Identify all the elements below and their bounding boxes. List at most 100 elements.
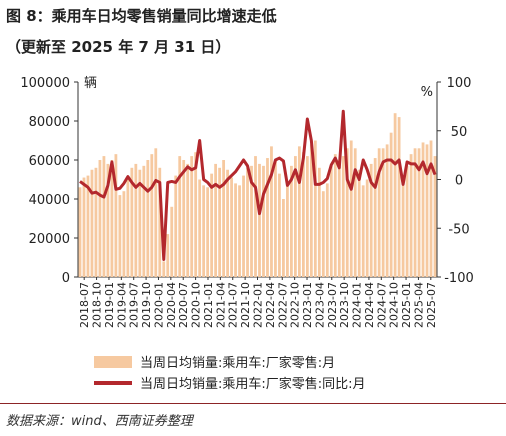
bar-mark	[250, 165, 253, 277]
bar-mark	[178, 156, 182, 277]
bar-mark	[194, 152, 198, 277]
x-tick-label: 2022-04	[264, 282, 277, 328]
bar-mark	[349, 140, 353, 277]
x-tick-label: 2025-01	[400, 282, 413, 328]
left-tick-label: 80000	[29, 115, 70, 130]
footer-rule	[0, 403, 506, 404]
x-tick-label: 2022-01	[252, 282, 265, 328]
bar-mark	[146, 160, 150, 277]
bar-mark	[290, 165, 293, 277]
bar-mark	[369, 163, 373, 277]
bar-mark	[162, 261, 166, 277]
x-tick-label: 2020-01	[152, 282, 165, 328]
x-tick-label: 2025-07	[425, 282, 438, 328]
x-tick-label: 2021-01	[202, 282, 215, 328]
bar-mark	[174, 175, 178, 277]
bar-mark	[429, 140, 433, 277]
bar-mark	[325, 183, 329, 277]
bar-mark	[294, 156, 297, 277]
x-tick-label: 2023-01	[301, 282, 314, 328]
x-tick-label: 2023-07	[326, 282, 339, 328]
bar-mark	[317, 167, 321, 277]
x-tick-label: 2020-04	[165, 282, 178, 328]
bar-mark	[266, 158, 269, 277]
x-tick-label: 2021-04	[214, 282, 227, 328]
x-tick-label: 2019-07	[128, 282, 141, 328]
bar-mark	[198, 179, 202, 277]
right-tick-label: 0	[455, 174, 463, 189]
x-tick-label: 2023-04	[313, 282, 326, 328]
bar-mark	[90, 169, 94, 277]
bar-mark	[114, 154, 118, 277]
bar-mark	[182, 160, 186, 277]
x-tick-label: 2019-10	[140, 282, 153, 328]
bar-mark	[206, 187, 210, 277]
bar-mark	[405, 165, 409, 277]
x-tick-label: 2018-10	[91, 282, 104, 328]
bar-mark	[389, 132, 393, 277]
bar-mark	[82, 177, 86, 277]
bar-mark	[202, 185, 206, 277]
x-tick-label: 2019-01	[103, 282, 116, 328]
bar-mark	[122, 191, 126, 277]
right-tick-label: 50	[451, 125, 468, 140]
bar-mark	[170, 206, 174, 277]
bar-mark	[242, 175, 245, 277]
bar-mark	[150, 154, 154, 277]
bar-mark	[158, 167, 162, 277]
source-note: 数据来源：wind、西南证券整理	[6, 414, 193, 429]
left-tick-label: 100000	[20, 76, 70, 91]
bar-mark	[377, 148, 381, 277]
bar-mark	[373, 158, 377, 277]
bar-mark	[186, 163, 190, 277]
bar-mark	[98, 160, 102, 277]
x-tick-label: 2023-10	[338, 282, 351, 328]
bar-mark	[421, 142, 425, 277]
legend-bar-swatch	[94, 356, 132, 368]
bar-mark	[345, 148, 349, 277]
x-tick-label: 2018-07	[78, 282, 91, 328]
bar-mark	[246, 167, 249, 277]
bar-mark	[126, 179, 130, 277]
bar-mark	[210, 173, 214, 277]
chart-subtitle: （更新至 2025 年 7 月 31 日）	[6, 38, 231, 56]
x-tick-label: 2022-10	[289, 282, 302, 328]
bar-mark	[130, 167, 134, 277]
bar-mark	[305, 156, 309, 277]
x-tick-label: 2025-04	[412, 282, 425, 328]
x-tick-label: 2024-04	[363, 282, 376, 328]
yoy-line	[79, 109, 437, 261]
legend-line-label: 当周日均销量:乘用车:厂家零售:同比:月	[140, 376, 366, 392]
bar-mark	[278, 173, 281, 277]
x-tick-label: 2022-07	[276, 282, 289, 328]
bar-mark	[297, 146, 301, 277]
bar-mark	[337, 160, 341, 277]
bar-mark	[333, 154, 337, 277]
bar-mark	[329, 165, 333, 277]
bar-mark	[417, 148, 421, 277]
bar-mark	[102, 156, 106, 277]
bar-mark	[321, 191, 325, 277]
bar-mark	[401, 181, 405, 277]
x-tick-label: 2021-07	[227, 282, 240, 328]
bar-mark	[393, 113, 397, 277]
bar-mark	[218, 167, 221, 277]
bar-mark	[425, 144, 429, 277]
bar-mark	[234, 183, 237, 277]
left-tick-label: 0	[62, 271, 70, 286]
left-tick-label: 60000	[29, 154, 70, 169]
right-tick-label: -100	[444, 271, 474, 286]
x-tick-label: 2021-10	[239, 282, 252, 328]
x-tick-label: 2020-10	[190, 282, 203, 328]
bar-mark	[214, 163, 218, 277]
bar-mark	[409, 154, 413, 277]
right-tick-label: -50	[448, 222, 469, 237]
right-tick-label: 100	[447, 76, 472, 91]
bar-mark	[433, 156, 437, 277]
bar-mark	[309, 144, 313, 277]
bar-mark	[222, 160, 225, 277]
bar-mark	[106, 163, 110, 277]
bar-mark	[118, 195, 122, 277]
bar-mark	[341, 156, 345, 277]
bar-mark	[270, 146, 273, 277]
